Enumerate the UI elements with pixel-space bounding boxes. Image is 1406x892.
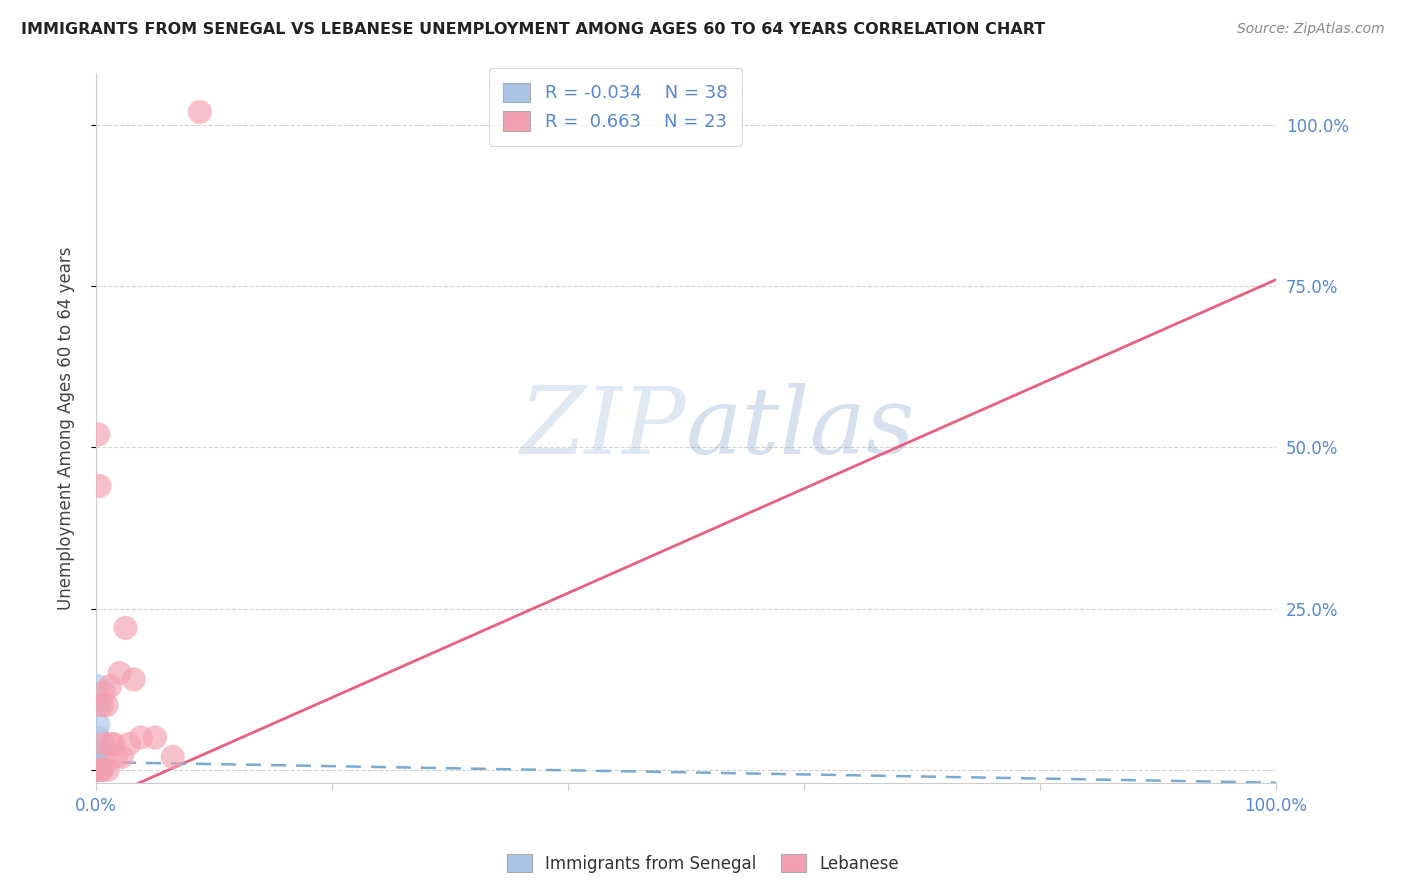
Point [87, 763, 110, 777]
Point [86, 763, 108, 777]
Point [86, 763, 108, 777]
Point [89, 763, 111, 777]
Point [90, 763, 112, 777]
Point [91, 737, 114, 751]
Point [90, 763, 112, 777]
Point [89, 763, 111, 777]
Point [114, 621, 136, 635]
Point [86, 763, 108, 777]
Point [90, 763, 112, 777]
Point [87, 763, 110, 777]
Point [86, 763, 108, 777]
Point [143, 731, 166, 745]
Point [86, 763, 108, 777]
Point [87, 756, 110, 771]
Point [89, 763, 111, 777]
Text: Source: ZipAtlas.com: Source: ZipAtlas.com [1237, 22, 1385, 37]
Point [89, 743, 111, 757]
Point [90, 698, 112, 713]
Point [86, 763, 108, 777]
Point [98, 679, 121, 693]
Point [86, 763, 108, 777]
Point [86, 763, 108, 777]
Point [90, 763, 112, 777]
Point [129, 731, 152, 745]
Point [87, 731, 110, 745]
Point [87, 717, 110, 731]
Point [87, 763, 110, 777]
Point [89, 763, 111, 777]
Y-axis label: Unemployment Among Ages 60 to 64 years: Unemployment Among Ages 60 to 64 years [58, 246, 75, 610]
Legend: Immigrants from Senegal, Lebanese: Immigrants from Senegal, Lebanese [501, 847, 905, 880]
Point [86, 763, 108, 777]
Point [97, 763, 120, 777]
Point [89, 763, 111, 777]
Legend: R = -0.034    N = 38, R =  0.663    N = 23: R = -0.034 N = 38, R = 0.663 N = 23 [489, 68, 742, 145]
Point [90, 763, 112, 777]
Point [86, 763, 108, 777]
Point [87, 763, 110, 777]
Point [86, 679, 108, 693]
Point [87, 763, 110, 777]
Point [100, 737, 122, 751]
Point [86, 750, 108, 764]
Point [86, 763, 108, 777]
Point [96, 698, 118, 713]
Point [162, 750, 184, 764]
Point [89, 479, 111, 493]
Point [122, 673, 145, 687]
Point [108, 666, 131, 681]
Point [105, 750, 128, 764]
Point [87, 763, 110, 777]
Point [111, 750, 134, 764]
Point [188, 104, 211, 119]
Point [87, 427, 110, 442]
Point [86, 763, 108, 777]
Text: ZIP: ZIP [519, 383, 686, 473]
Point [103, 737, 125, 751]
Point [86, 763, 108, 777]
Point [87, 763, 110, 777]
Point [90, 763, 112, 777]
Text: IMMIGRANTS FROM SENEGAL VS LEBANESE UNEMPLOYMENT AMONG AGES 60 TO 64 YEARS CORRE: IMMIGRANTS FROM SENEGAL VS LEBANESE UNEM… [21, 22, 1045, 37]
Point [118, 737, 141, 751]
Point [87, 756, 110, 771]
Point [87, 698, 110, 713]
Point [89, 763, 111, 777]
Point [93, 685, 115, 699]
Text: atlas: atlas [686, 383, 915, 473]
Point [86, 763, 108, 777]
